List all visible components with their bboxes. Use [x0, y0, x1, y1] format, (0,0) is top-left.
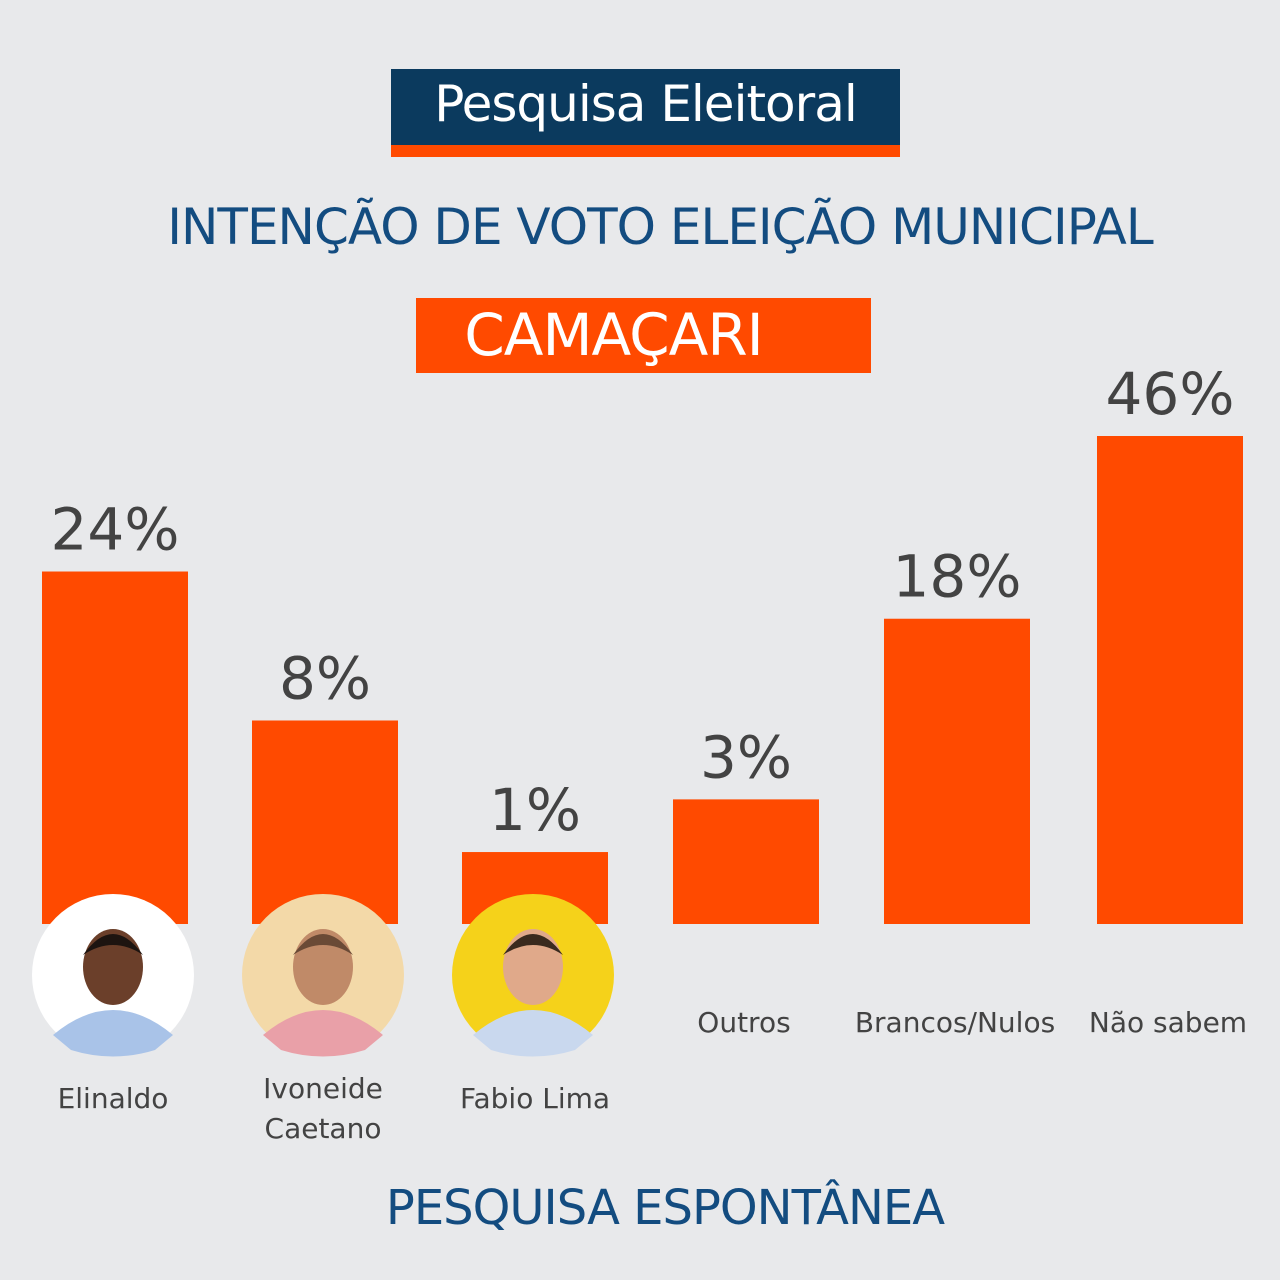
avatar-face	[503, 929, 563, 1005]
data-label: 8%	[279, 644, 371, 712]
category-label: Outros	[697, 1006, 790, 1039]
category-label: Caetano	[265, 1112, 382, 1145]
bar	[1097, 436, 1243, 924]
bar	[252, 720, 398, 924]
avatar-face	[83, 929, 143, 1005]
data-label: 18%	[893, 543, 1022, 611]
bar	[42, 571, 188, 924]
avatar-hair	[293, 934, 353, 955]
title-banner: Pesquisa Eleitoral	[391, 69, 900, 157]
avatar-shoulders	[473, 1010, 593, 1057]
avatar-face	[293, 929, 353, 1005]
title-underline	[391, 145, 900, 157]
category-label: Não sabem	[1089, 1006, 1247, 1039]
category-label: Brancos/Nulos	[855, 1006, 1055, 1039]
category-label: Elinaldo	[58, 1082, 169, 1115]
bar	[673, 799, 819, 924]
data-label: 3%	[700, 723, 792, 791]
avatar-hair	[503, 934, 563, 955]
city-banner: CAMAÇARI	[416, 298, 871, 373]
data-label: 24%	[51, 496, 180, 564]
data-label: 1%	[489, 776, 581, 844]
survey-type: PESQUISA ESPONTÂNEA	[385, 1180, 945, 1236]
category-label: Ivoneide	[263, 1072, 383, 1105]
data-label: 46%	[1106, 360, 1235, 428]
chart-subtitle: INTENÇÃO DE VOTO ELEIÇÃO MUNICIPAL	[167, 198, 1153, 256]
city-name: CAMAÇARI	[464, 301, 763, 369]
page-title: Pesquisa Eleitoral	[434, 75, 858, 133]
avatar-shoulders	[53, 1010, 173, 1057]
avatar-hair	[83, 934, 143, 955]
avatar-shoulders	[263, 1010, 383, 1057]
category-label: Fabio Lima	[460, 1082, 610, 1115]
bar	[884, 618, 1030, 924]
